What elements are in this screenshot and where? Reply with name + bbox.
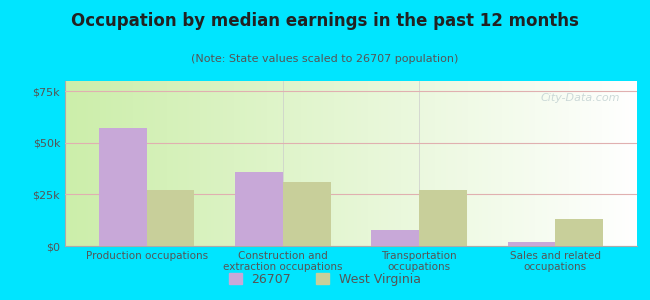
Legend: 26707, West Virginia: 26707, West Virginia	[224, 268, 426, 291]
Bar	[99, 128, 147, 246]
Bar	[147, 190, 194, 246]
Bar	[283, 182, 331, 246]
Bar	[419, 190, 467, 246]
Text: (Note: State values scaled to 26707 population): (Note: State values scaled to 26707 popu…	[191, 54, 459, 64]
Text: Occupation by median earnings in the past 12 months: Occupation by median earnings in the pas…	[71, 12, 579, 30]
Bar	[555, 219, 603, 246]
Text: City-Data.com: City-Data.com	[540, 92, 620, 103]
Bar	[371, 230, 419, 246]
Bar	[508, 242, 555, 246]
Bar	[235, 172, 283, 246]
